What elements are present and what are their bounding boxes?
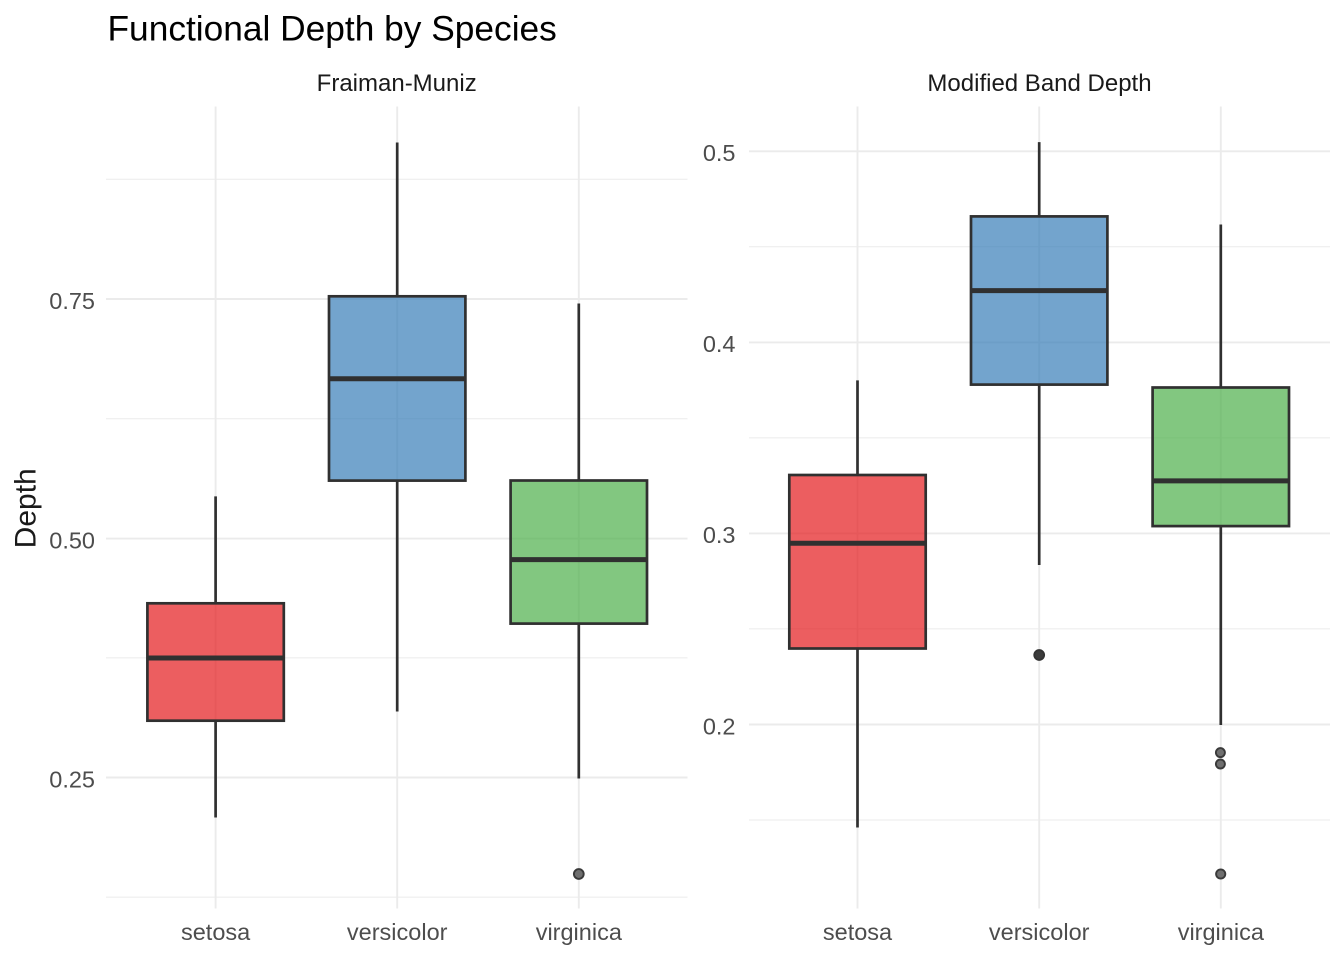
svg-text:0.25: 0.25	[49, 766, 95, 792]
svg-text:Depth: Depth	[10, 468, 43, 548]
svg-text:virginica: virginica	[536, 919, 623, 945]
svg-text:0.4: 0.4	[703, 331, 736, 357]
svg-text:versicolor: versicolor	[347, 919, 448, 945]
svg-text:0.5: 0.5	[703, 140, 736, 166]
svg-text:versicolor: versicolor	[989, 919, 1090, 945]
svg-text:setosa: setosa	[181, 919, 251, 945]
svg-text:setosa: setosa	[823, 919, 893, 945]
svg-text:Functional Depth by Species: Functional Depth by Species	[108, 9, 557, 48]
svg-text:virginica: virginica	[1178, 919, 1265, 945]
svg-text:0.50: 0.50	[49, 527, 95, 553]
svg-text:Modified Band Depth: Modified Band Depth	[927, 70, 1151, 97]
svg-text:Fraiman-Muniz: Fraiman-Muniz	[317, 70, 477, 97]
svg-text:0.75: 0.75	[49, 288, 95, 314]
svg-text:0.3: 0.3	[703, 522, 736, 548]
svg-text:0.2: 0.2	[703, 713, 736, 739]
